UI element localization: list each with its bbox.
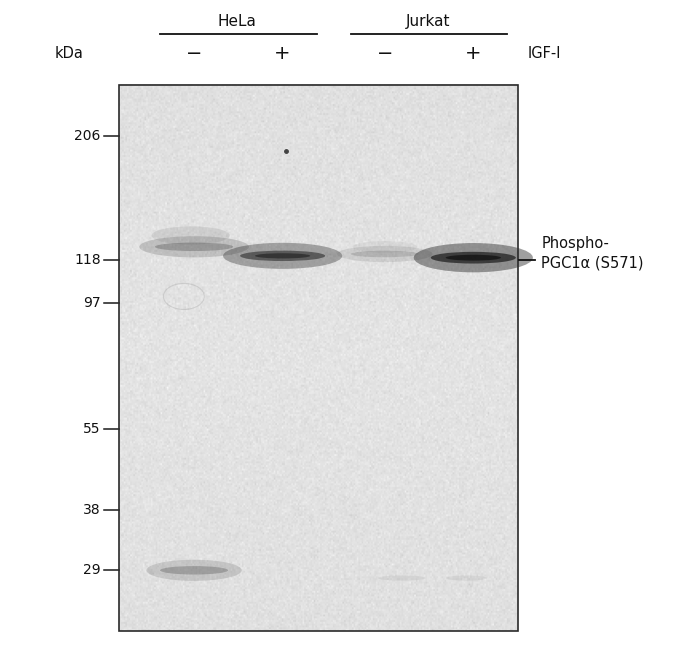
Ellipse shape bbox=[223, 243, 342, 269]
Text: 29: 29 bbox=[83, 563, 101, 577]
Text: 97: 97 bbox=[83, 296, 101, 310]
Ellipse shape bbox=[430, 252, 516, 264]
Text: +: + bbox=[465, 44, 481, 63]
Ellipse shape bbox=[337, 246, 432, 262]
Ellipse shape bbox=[351, 251, 419, 257]
Text: 55: 55 bbox=[83, 422, 101, 436]
Text: 38: 38 bbox=[83, 503, 101, 518]
Ellipse shape bbox=[240, 251, 326, 261]
Text: Phospho-
PGC1α (S571): Phospho- PGC1α (S571) bbox=[541, 236, 644, 270]
Ellipse shape bbox=[139, 236, 249, 257]
Ellipse shape bbox=[446, 575, 487, 581]
Ellipse shape bbox=[445, 255, 501, 260]
Ellipse shape bbox=[146, 560, 242, 581]
Bar bbox=[119, 85, 518, 631]
Text: 118: 118 bbox=[74, 253, 101, 266]
Text: IGF-I: IGF-I bbox=[528, 46, 561, 61]
Ellipse shape bbox=[353, 241, 417, 253]
Text: −: − bbox=[377, 44, 393, 63]
Ellipse shape bbox=[413, 243, 533, 272]
Text: kDa: kDa bbox=[54, 46, 83, 61]
Ellipse shape bbox=[378, 575, 426, 581]
Text: −: − bbox=[186, 44, 202, 63]
Ellipse shape bbox=[155, 243, 233, 251]
Text: HeLa: HeLa bbox=[217, 14, 257, 29]
Text: Jurkat: Jurkat bbox=[405, 14, 450, 29]
Ellipse shape bbox=[160, 566, 228, 575]
Text: +: + bbox=[274, 44, 291, 63]
Ellipse shape bbox=[151, 227, 229, 245]
Ellipse shape bbox=[255, 253, 311, 258]
Text: 206: 206 bbox=[74, 129, 101, 143]
